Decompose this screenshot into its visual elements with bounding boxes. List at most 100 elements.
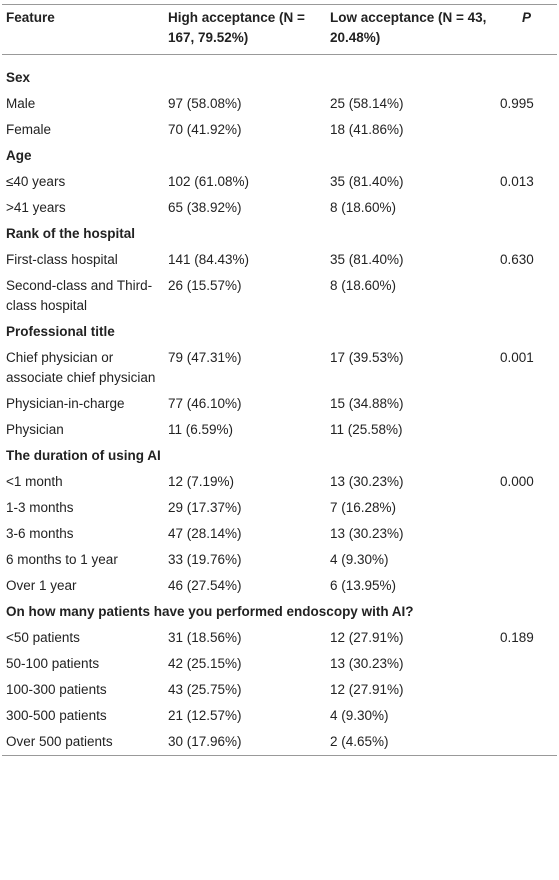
count-cell: 11 (6.59%) bbox=[168, 422, 234, 437]
p-value-cell: 0.189 bbox=[500, 630, 534, 645]
p-value-cell bbox=[496, 417, 557, 443]
data-row: ≤40 years 102 (61.08%) 35 (81.40%) 0.013 bbox=[2, 169, 557, 195]
header-cell: Feature bbox=[6, 10, 55, 25]
p-value-cell bbox=[496, 547, 557, 573]
data-row: Chief physician or associate chief physi… bbox=[2, 345, 557, 391]
count-cell: 141 (84.43%) bbox=[168, 252, 250, 267]
count-cell: 70 (41.92%) bbox=[168, 122, 242, 137]
p-value-cell bbox=[496, 651, 557, 677]
feature-cell: Chief physician or associate chief physi… bbox=[6, 350, 156, 385]
data-row: Over 500 patients 30 (17.96%) 2 (4.65%) bbox=[2, 729, 557, 756]
count-cell: 12 (27.91%) bbox=[330, 630, 404, 645]
feature-cell: ≤40 years bbox=[6, 174, 66, 189]
data-row: 6 months to 1 year 33 (19.76%) 4 (9.30%) bbox=[2, 547, 557, 573]
p-value-cell bbox=[496, 195, 557, 221]
p-value-cell: 0.995 bbox=[500, 96, 534, 111]
data-row: 300-500 patients 21 (12.57%) 4 (9.30%) bbox=[2, 703, 557, 729]
p-value-cell bbox=[496, 521, 557, 547]
section-title: Rank of the hospital bbox=[6, 226, 136, 241]
section-row: The duration of using AI bbox=[2, 443, 557, 469]
p-value-cell: 0.013 bbox=[500, 174, 534, 189]
count-cell: 29 (17.37%) bbox=[168, 500, 242, 515]
count-cell: 8 (18.60%) bbox=[330, 200, 397, 215]
feature-cell: Male bbox=[6, 96, 36, 111]
section-row: Rank of the hospital bbox=[2, 221, 557, 247]
data-row: 1-3 months 29 (17.37%) 7 (16.28%) bbox=[2, 495, 557, 521]
count-cell: 65 (38.92%) bbox=[168, 200, 242, 215]
p-value-cell bbox=[496, 391, 557, 417]
feature-cell: <1 month bbox=[6, 474, 63, 489]
count-cell: 33 (19.76%) bbox=[168, 552, 242, 567]
section-title: Professional title bbox=[6, 324, 115, 339]
feature-cell: 6 months to 1 year bbox=[6, 552, 118, 567]
header-cell: P bbox=[521, 10, 531, 25]
section-title: The duration of using AI bbox=[6, 448, 161, 463]
count-cell: 4 (9.30%) bbox=[330, 552, 389, 567]
data-row: <1 month 12 (7.19%) 13 (30.23%) 0.000 bbox=[2, 469, 557, 495]
p-value-cell: 0.000 bbox=[500, 474, 534, 489]
count-cell: 13 (30.23%) bbox=[330, 474, 404, 489]
data-table: Feature High acceptance (N = 167, 79.52%… bbox=[2, 4, 557, 756]
count-cell: 21 (12.57%) bbox=[168, 708, 242, 723]
p-value-cell bbox=[496, 703, 557, 729]
count-cell: 8 (18.60%) bbox=[330, 278, 397, 293]
count-cell: 46 (27.54%) bbox=[168, 578, 242, 593]
data-row: 50-100 patients 42 (25.15%) 13 (30.23%) bbox=[2, 651, 557, 677]
data-row: Female 70 (41.92%) 18 (41.86%) bbox=[2, 117, 557, 143]
section-row: Sex bbox=[2, 65, 557, 91]
data-row: 100-300 patients 43 (25.75%) 12 (27.91%) bbox=[2, 677, 557, 703]
section-row: On how many patients have you performed … bbox=[2, 599, 557, 625]
p-value-cell: 0.630 bbox=[500, 252, 534, 267]
feature-cell: First-class hospital bbox=[6, 252, 118, 267]
count-cell: 2 (4.65%) bbox=[330, 734, 389, 749]
count-cell: 18 (41.86%) bbox=[330, 122, 404, 137]
feature-cell: Physician bbox=[6, 422, 64, 437]
count-cell: 4 (9.30%) bbox=[330, 708, 389, 723]
p-value-cell bbox=[496, 495, 557, 521]
spacer bbox=[2, 55, 557, 66]
section-row: Professional title bbox=[2, 319, 557, 345]
count-cell: 47 (28.14%) bbox=[168, 526, 242, 541]
feature-cell: Second-class and Third-class hospital bbox=[6, 278, 153, 313]
feature-cell: 50-100 patients bbox=[6, 656, 100, 671]
count-cell: 15 (34.88%) bbox=[330, 396, 404, 411]
p-value-cell: 0.001 bbox=[500, 350, 534, 365]
header-cell: Low acceptance (N = 43, 20.48%) bbox=[330, 10, 487, 45]
count-cell: 42 (25.15%) bbox=[168, 656, 242, 671]
feature-cell: Female bbox=[6, 122, 52, 137]
section-title: Age bbox=[6, 148, 32, 163]
p-value-cell bbox=[496, 729, 557, 756]
feature-cell: 1-3 months bbox=[6, 500, 74, 515]
feature-cell: Physician-in-charge bbox=[6, 396, 125, 411]
count-cell: 77 (46.10%) bbox=[168, 396, 242, 411]
table-header: Feature High acceptance (N = 167, 79.52%… bbox=[2, 4, 557, 55]
section-row: Age bbox=[2, 143, 557, 169]
feature-cell: 100-300 patients bbox=[6, 682, 107, 697]
feature-cell: 300-500 patients bbox=[6, 708, 107, 723]
feature-cell: Over 1 year bbox=[6, 578, 77, 593]
p-value-cell bbox=[496, 677, 557, 703]
count-cell: 35 (81.40%) bbox=[330, 174, 404, 189]
data-row: 3-6 months 47 (28.14%) 13 (30.23%) bbox=[2, 521, 557, 547]
feature-cell: Over 500 patients bbox=[6, 734, 113, 749]
p-value-cell bbox=[496, 273, 557, 319]
p-value-cell bbox=[496, 117, 557, 143]
p-value-cell bbox=[496, 573, 557, 599]
count-cell: 11 (25.58%) bbox=[330, 422, 403, 437]
count-cell: 25 (58.14%) bbox=[330, 96, 404, 111]
data-row: Second-class and Third-class hospital 26 … bbox=[2, 273, 557, 319]
count-cell: 35 (81.40%) bbox=[330, 252, 404, 267]
count-cell: 12 (7.19%) bbox=[168, 474, 235, 489]
data-row: Over 1 year 46 (27.54%) 6 (13.95%) bbox=[2, 573, 557, 599]
feature-cell: 3-6 months bbox=[6, 526, 74, 541]
data-row: >41 years 65 (38.92%) 8 (18.60%) bbox=[2, 195, 557, 221]
count-cell: 13 (30.23%) bbox=[330, 656, 404, 671]
feature-cell: >41 years bbox=[6, 200, 66, 215]
feature-cell: <50 patients bbox=[6, 630, 80, 645]
section-title: On how many patients have you performed … bbox=[6, 604, 414, 619]
header-row: Feature High acceptance (N = 167, 79.52%… bbox=[2, 4, 557, 55]
count-cell: 30 (17.96%) bbox=[168, 734, 242, 749]
section-title: Sex bbox=[6, 70, 31, 85]
header-cell: High acceptance (N = 167, 79.52%) bbox=[168, 10, 305, 45]
count-cell: 97 (58.08%) bbox=[168, 96, 242, 111]
